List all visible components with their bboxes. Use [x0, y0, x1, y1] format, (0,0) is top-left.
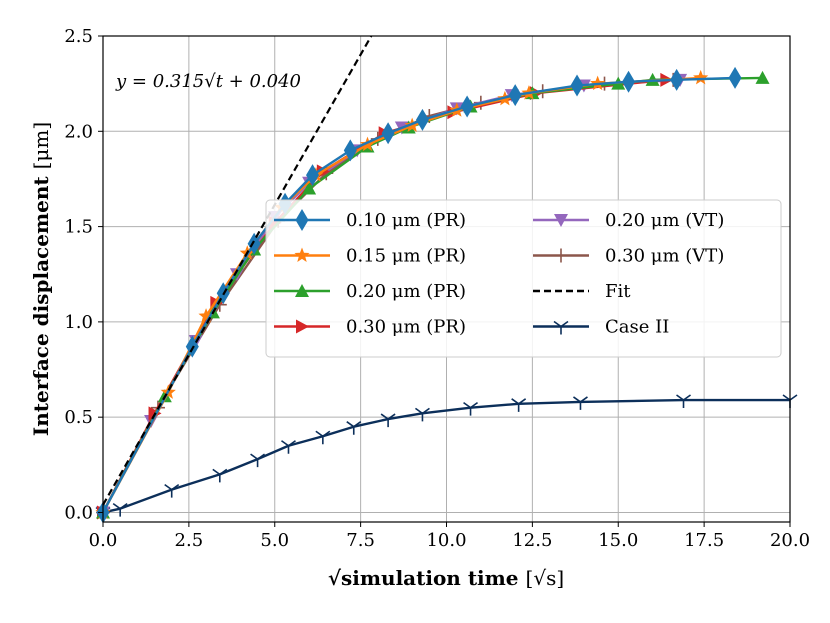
y-tick-label: 2.5	[64, 26, 93, 47]
data-point	[508, 84, 522, 107]
y-axis-title: Interface displacement [μm]	[29, 122, 53, 436]
data-point	[343, 139, 357, 162]
data-point	[346, 421, 362, 435]
legend-marker	[553, 320, 569, 335]
data-point	[212, 468, 228, 483]
x-axis-unit: [√s]	[526, 566, 565, 590]
series	[95, 394, 798, 521]
legend-item: 0.15 μm (PR)	[274, 246, 466, 267]
data-point	[570, 74, 584, 97]
legend-label: 0.30 μm (VT)	[605, 246, 724, 267]
legend-label: 0.20 μm (PR)	[346, 281, 466, 302]
y-tick-label: 1.0	[64, 312, 93, 333]
data-point	[359, 136, 376, 152]
legend-marker	[554, 214, 568, 227]
legend-label: 0.30 μm (PR)	[346, 317, 466, 338]
fit-annotation: y = 0.315√t + 0.040	[115, 71, 301, 92]
data-point	[302, 181, 317, 195]
data-point	[693, 69, 709, 85]
x-tick-label: 10.0	[426, 530, 466, 551]
legend-item: 0.30 μm (PR)	[274, 317, 466, 338]
data-point	[676, 394, 691, 409]
y-axis-title-text: Interface displacement	[29, 176, 53, 437]
data-point	[315, 430, 331, 445]
data-point	[112, 503, 128, 517]
data-point	[415, 108, 429, 131]
legend-marker	[295, 284, 309, 297]
legend-label: 0.10 μm (PR)	[346, 210, 466, 231]
data-point	[573, 396, 588, 410]
data-point	[511, 398, 527, 412]
legend-item: Case II	[533, 317, 669, 338]
legend-item: 0.20 μm (VT)	[533, 210, 724, 231]
x-tick-label: 7.5	[346, 530, 375, 551]
data-point	[247, 232, 261, 255]
data-point	[622, 70, 636, 93]
x-tick-label: 15.0	[598, 530, 638, 551]
y-tick-label: 2.0	[64, 121, 93, 142]
legend-label: Case II	[605, 317, 669, 338]
legend-item: 0.10 μm (PR)	[274, 209, 466, 231]
data-point	[670, 68, 684, 91]
x-tick-label: 12.5	[512, 530, 552, 551]
data-point	[281, 440, 296, 454]
y-tick-label: 0.5	[64, 407, 93, 428]
x-tick-label: 17.5	[684, 530, 724, 551]
legend-marker	[554, 248, 568, 263]
legend-item: 0.20 μm (PR)	[274, 281, 466, 302]
legend-marker	[294, 247, 310, 262]
data-point	[463, 401, 479, 416]
legend-item: Fit	[533, 281, 631, 302]
data-point	[414, 407, 430, 422]
legend-label: 0.15 μm (PR)	[346, 246, 466, 267]
y-axis-unit: [μm]	[29, 122, 53, 170]
legend-box	[265, 199, 782, 358]
legend-label: Fit	[605, 281, 631, 302]
y-tick-label: 1.5	[64, 217, 93, 238]
series-line	[102, 35, 373, 506]
data-point	[164, 483, 180, 498]
data-point	[755, 70, 770, 84]
data-point	[306, 164, 320, 187]
data-point	[728, 66, 742, 89]
x-axis-title-text: simulation time	[341, 566, 519, 590]
legend-marker	[295, 209, 309, 231]
x-tick-label: 0.0	[89, 530, 118, 551]
data-point	[198, 308, 214, 323]
data-point	[250, 453, 266, 468]
x-tick-label: 20.0	[770, 530, 810, 551]
legend: 0.10 μm (PR) 0.15 μm (PR) 0.20 μm (PR) 0.30…	[265, 199, 782, 358]
x-tick-label: 5.0	[260, 530, 289, 551]
data-point	[460, 95, 474, 118]
plot-series	[95, 35, 798, 524]
x-axis-title: √simulation time [√s]	[328, 566, 564, 590]
data-point	[381, 122, 395, 145]
legend-label: 0.20 μm (VT)	[605, 210, 724, 231]
x-tick-label: 2.5	[175, 530, 204, 551]
legend-item: 0.30 μm (VT)	[533, 246, 724, 267]
data-point	[645, 72, 660, 86]
legend-marker	[296, 319, 309, 334]
series	[102, 35, 373, 506]
ticks: 0.0 2.5 5.0 7.5 10.0 12.5 15.0 17.5 20.0 0.0 0.5 1.…	[64, 26, 810, 551]
y-tick-label: 0.0	[64, 502, 93, 523]
data-point	[380, 413, 396, 428]
